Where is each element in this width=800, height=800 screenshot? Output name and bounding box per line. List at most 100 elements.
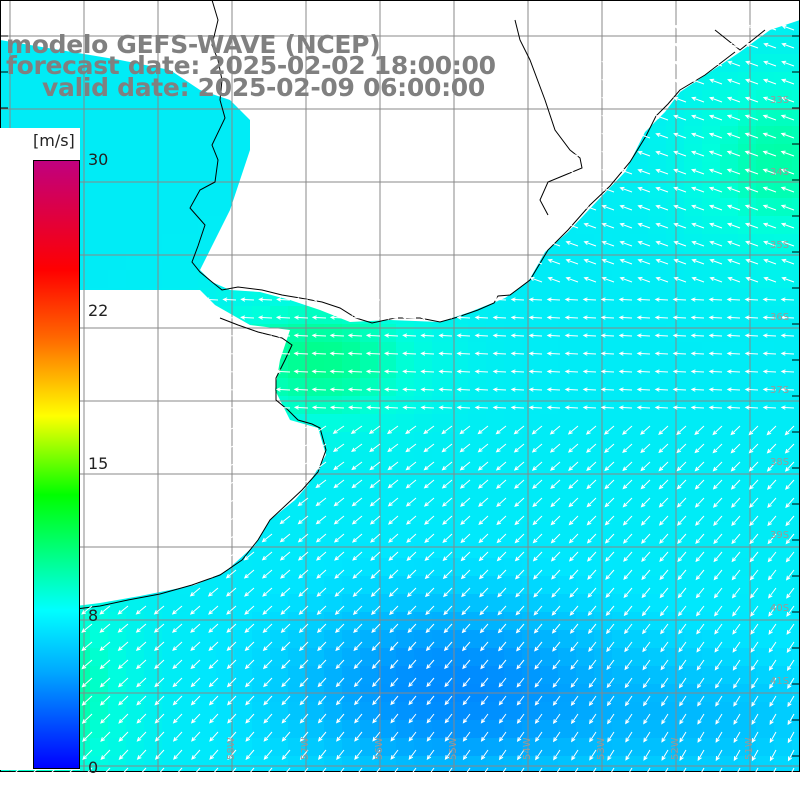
wind-arrow [334,605,345,615]
wind-arrow [316,587,327,597]
wind-arrow [204,333,219,338]
wind-arrow [655,24,669,31]
wind-speed-cell [720,288,739,307]
wind-speed-cell [216,738,235,757]
wind-speed-cell [540,306,559,325]
wind-speed-cell [612,414,631,433]
wind-arrow [312,297,327,302]
wind-arrow [372,695,381,706]
wind-arrow [690,369,705,374]
wind-arrow [531,461,543,471]
wind-speed-cell [702,342,721,361]
wind-arrow [335,641,345,652]
wind-arrow [780,168,795,175]
wind-arrow [311,333,327,338]
wind-arrow [564,315,579,320]
wind-speed-cell [360,432,379,451]
wind-speed-cell [234,630,253,649]
wind-arrow [673,132,687,139]
wind-speed-cell [738,432,757,451]
wind-arrow [402,351,417,356]
wind-speed-cell [324,486,343,505]
wind-arrow [384,333,399,338]
wind-arrow [496,533,507,544]
wind-speed-cell [468,558,487,577]
wind-speed-cell [612,666,631,685]
wind-speed-cell [270,594,289,613]
wind-arrow [695,515,705,526]
wind-arrow [222,369,237,374]
wind-arrow [154,659,165,670]
wind-speed-cell [792,720,800,739]
wind-arrow [673,186,687,193]
wind-speed-cell [252,648,271,667]
wind-arrow [293,351,309,356]
wind-arrow [636,315,651,320]
wind-arrow [709,78,723,85]
wind-arrow [762,96,777,103]
wind-speed-cell [90,54,109,73]
wind-speed-cell [144,126,163,145]
wind-speed-cell [162,108,181,127]
wind-speed-cell [198,702,217,721]
wind-arrow [604,443,615,453]
wind-speed-cell [630,396,649,415]
wind-speed-cell [702,450,721,469]
wind-speed-cell [558,738,577,757]
wind-speed-cell [684,630,703,649]
wind-arrow [425,623,435,634]
wind-arrow [456,369,471,374]
wind-speed-cell [522,630,541,649]
wind-arrow [690,168,705,175]
wind-arrow [583,114,597,121]
wind-speed-cell [396,540,415,559]
wind-arrow [787,731,795,744]
wind-speed-cell [342,504,361,523]
wind-speed-cell [756,468,775,487]
lat-label: 39S [770,530,789,541]
wind-arrow [352,587,363,597]
wind-arrow [565,276,579,283]
wind-speed-cell [576,288,595,307]
wind-arrow [780,114,795,121]
wind-speed-cell [792,558,800,577]
wind-speed-cell [612,594,631,613]
wind-arrow [592,767,597,772]
wind-arrow [390,677,399,688]
wind-arrow [715,695,723,707]
wind-speed-cell [198,126,217,145]
wind-arrow [600,387,615,392]
wind-arrow [329,387,345,392]
wind-arrow [520,767,525,772]
wind-arrow [188,443,201,452]
wind-speed-cell [288,360,307,379]
wind-arrow [600,351,615,356]
wind-arrow [731,587,741,599]
wind-speed-cell [522,522,541,541]
wind-speed-cell [342,702,361,721]
wind-speed-cell [270,648,289,667]
wind-arrow [459,479,471,489]
wind-speed-cell [756,306,775,325]
wind-arrow [727,24,741,31]
wind-speed-cell [180,648,199,667]
wind-arrow [607,749,615,761]
wind-arrow [551,605,561,616]
wind-arrow [244,587,255,597]
wind-speed-cell [270,558,289,577]
wind-arrow [293,333,309,338]
wind-arrow [515,569,525,580]
wind-speed-cell [576,414,595,433]
wind-speed-cell [468,414,487,433]
wind-arrow [317,695,327,706]
wind-arrow [655,150,669,157]
wind-arrow [547,186,561,193]
wind-speed-cell [450,738,469,757]
wind-speed-cell [396,360,415,379]
wind-speed-cell [342,738,361,757]
wind-arrow [655,168,669,175]
wind-arrow [659,569,669,581]
wind-arrow [408,731,417,742]
wind-arrow [546,315,561,320]
